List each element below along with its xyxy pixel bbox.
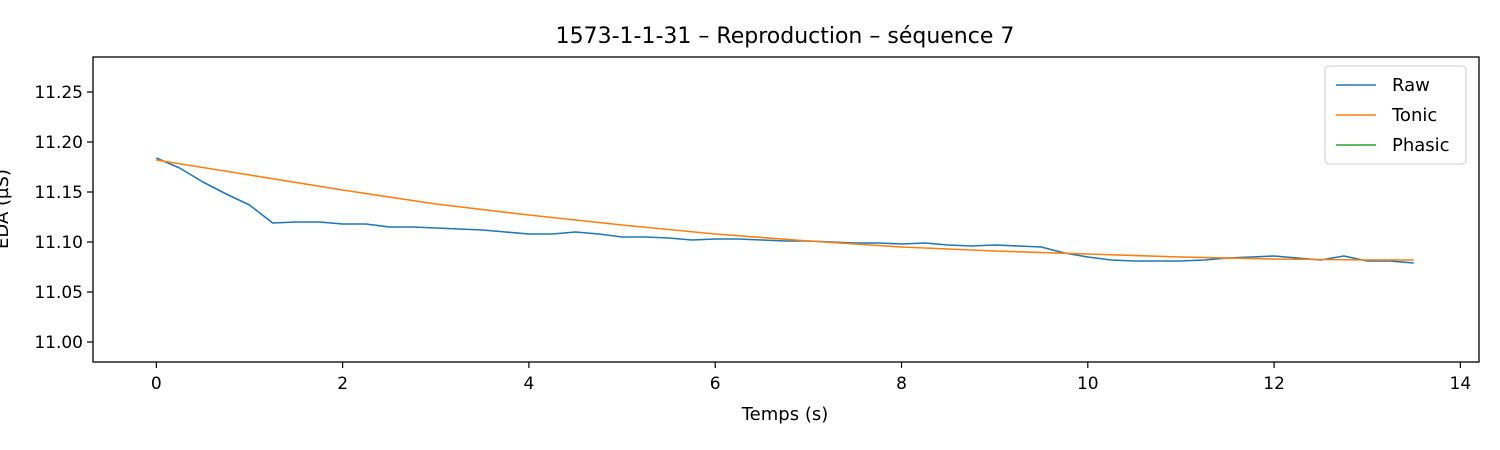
plot-area	[155, 157, 1414, 264]
legend-label-raw: Raw	[1392, 75, 1430, 96]
y-tick-label: 11.25	[34, 83, 83, 103]
x-tick-label: 14	[1450, 374, 1472, 394]
x-tick-label: 4	[524, 374, 535, 394]
plot-frame	[92, 56, 1480, 363]
y-tick-label: 11.20	[34, 133, 83, 153]
x-tick-label: 2	[337, 374, 348, 394]
y-tick-label: 11.05	[34, 283, 83, 303]
chart-title: 1573-1-1-31 – Reproduction – séquence 7	[556, 24, 1015, 49]
x-tick-label: 8	[896, 374, 907, 394]
y-tick-label: 11.00	[34, 333, 83, 353]
y-axis-label: EDA (µS)	[0, 169, 13, 249]
x-tick-label: 10	[1077, 374, 1099, 394]
x-tick-label: 6	[710, 374, 721, 394]
x-axis: 0 2 4 6 8 10 12 14	[151, 362, 1471, 394]
legend-label-phasic: Phasic	[1392, 135, 1450, 156]
y-tick-label: 11.10	[34, 233, 83, 253]
series-line-tonic	[156, 159, 1414, 261]
y-axis: 11.00 11.05 11.10 11.15 11.20 11.25	[34, 83, 93, 353]
x-tick-label: 12	[1263, 374, 1285, 394]
legend-box	[1324, 65, 1467, 165]
legend: Raw Tonic Phasic	[1324, 65, 1467, 165]
y-tick-label: 11.15	[34, 183, 83, 203]
series-line-raw	[155, 157, 1414, 264]
legend-label-tonic: Tonic	[1391, 105, 1437, 126]
x-tick-label: 0	[151, 374, 162, 394]
x-axis-label: Temps (s)	[741, 404, 829, 425]
